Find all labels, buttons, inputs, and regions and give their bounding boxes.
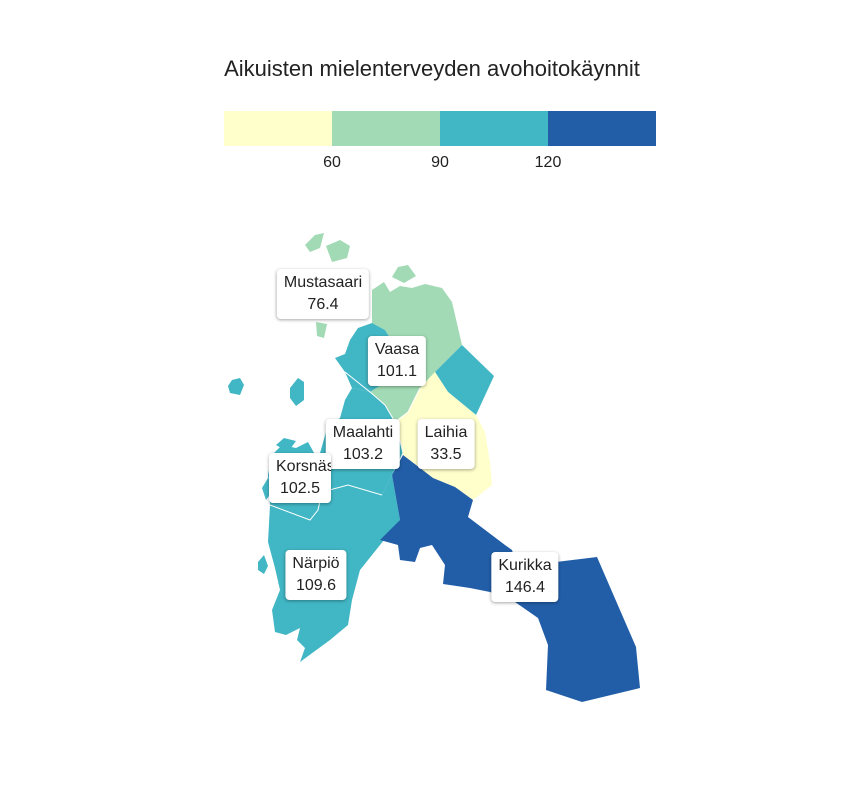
label-vaasa: Vaasa 101.1 [367, 336, 427, 386]
label-korsnas-name: Korsnäs [276, 458, 331, 475]
label-maalahti: Maalahti 103.2 [325, 419, 401, 469]
label-kurikka-name: Kurikka [498, 557, 552, 574]
legend-bin-2 [332, 111, 440, 146]
label-maalahti-name: Maalahti [332, 424, 394, 441]
map-title: Aikuisten mielenterveyden avohoitokäynni… [224, 56, 640, 81]
label-kurikka: Kurikka 146.4 [491, 552, 559, 602]
label-narpio-name: Närpiö [292, 555, 340, 572]
label-narpio: Närpiö 109.6 [285, 550, 347, 600]
label-kurikka-value: 146.4 [504, 579, 546, 596]
label-mustasaari-value: 76.4 [307, 296, 339, 313]
label-korsnas-value: 102.5 [279, 480, 321, 497]
legend-tick-90: 90 [431, 154, 449, 171]
legend-tick-60: 60 [323, 154, 341, 171]
label-laihia: Laihia 33.5 [417, 419, 475, 469]
legend-bin-4 [548, 111, 656, 146]
label-mustasaari: Mustasaari 76.4 [276, 269, 370, 319]
label-laihia-name: Laihia [424, 424, 468, 441]
label-maalahti-value: 103.2 [342, 446, 384, 463]
label-vaasa-value: 101.1 [376, 363, 418, 380]
color-legend [224, 111, 656, 146]
legend-tick-120: 120 [534, 154, 562, 171]
label-vaasa-name: Vaasa [374, 341, 420, 358]
label-narpio-value: 109.6 [295, 577, 337, 594]
label-laihia-value: 33.5 [430, 446, 462, 463]
legend-bin-1 [224, 111, 332, 146]
label-korsnas: Korsnäs 102.5 [269, 453, 331, 503]
label-mustasaari-name: Mustasaari [283, 274, 363, 291]
legend-bin-3 [440, 111, 548, 146]
